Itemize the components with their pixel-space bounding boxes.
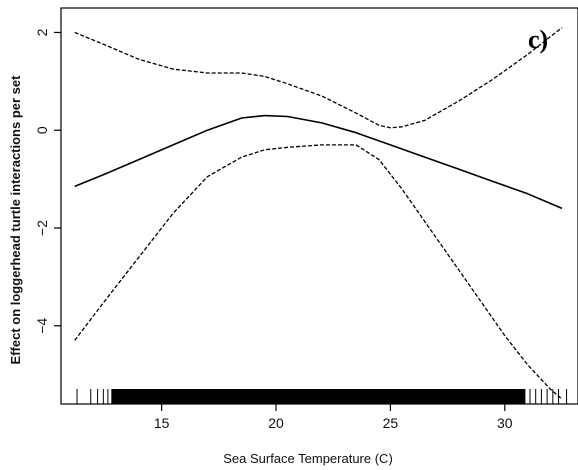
curve-layer [74, 27, 563, 400]
y-tick-label: 2 [34, 28, 50, 36]
y-tick-label: −2 [34, 220, 50, 236]
x-axis: 15 20 25 30 [154, 404, 513, 431]
x-tick-label: 30 [497, 415, 513, 431]
x-axis-label: Sea Surface Temperature (C) [223, 451, 393, 466]
y-axis-label: Effect on loggerhead turtle interactions… [8, 75, 23, 365]
y-tick-label: 0 [34, 126, 50, 134]
plot-frame [60, 7, 578, 405]
x-tick-label: 20 [268, 415, 284, 431]
fitted-effect-line [74, 114, 563, 210]
panel-label: c) [528, 25, 548, 54]
x-tick-label: 25 [383, 415, 399, 431]
y-tick-label: −4 [34, 318, 50, 334]
rug-marks [76, 389, 568, 404]
rug-dense-band [111, 389, 526, 404]
x-tick-label: 15 [154, 415, 170, 431]
lower-ci-line [74, 144, 563, 400]
y-axis: −4 −2 0 2 [34, 28, 61, 334]
upper-ci-line [74, 27, 563, 129]
